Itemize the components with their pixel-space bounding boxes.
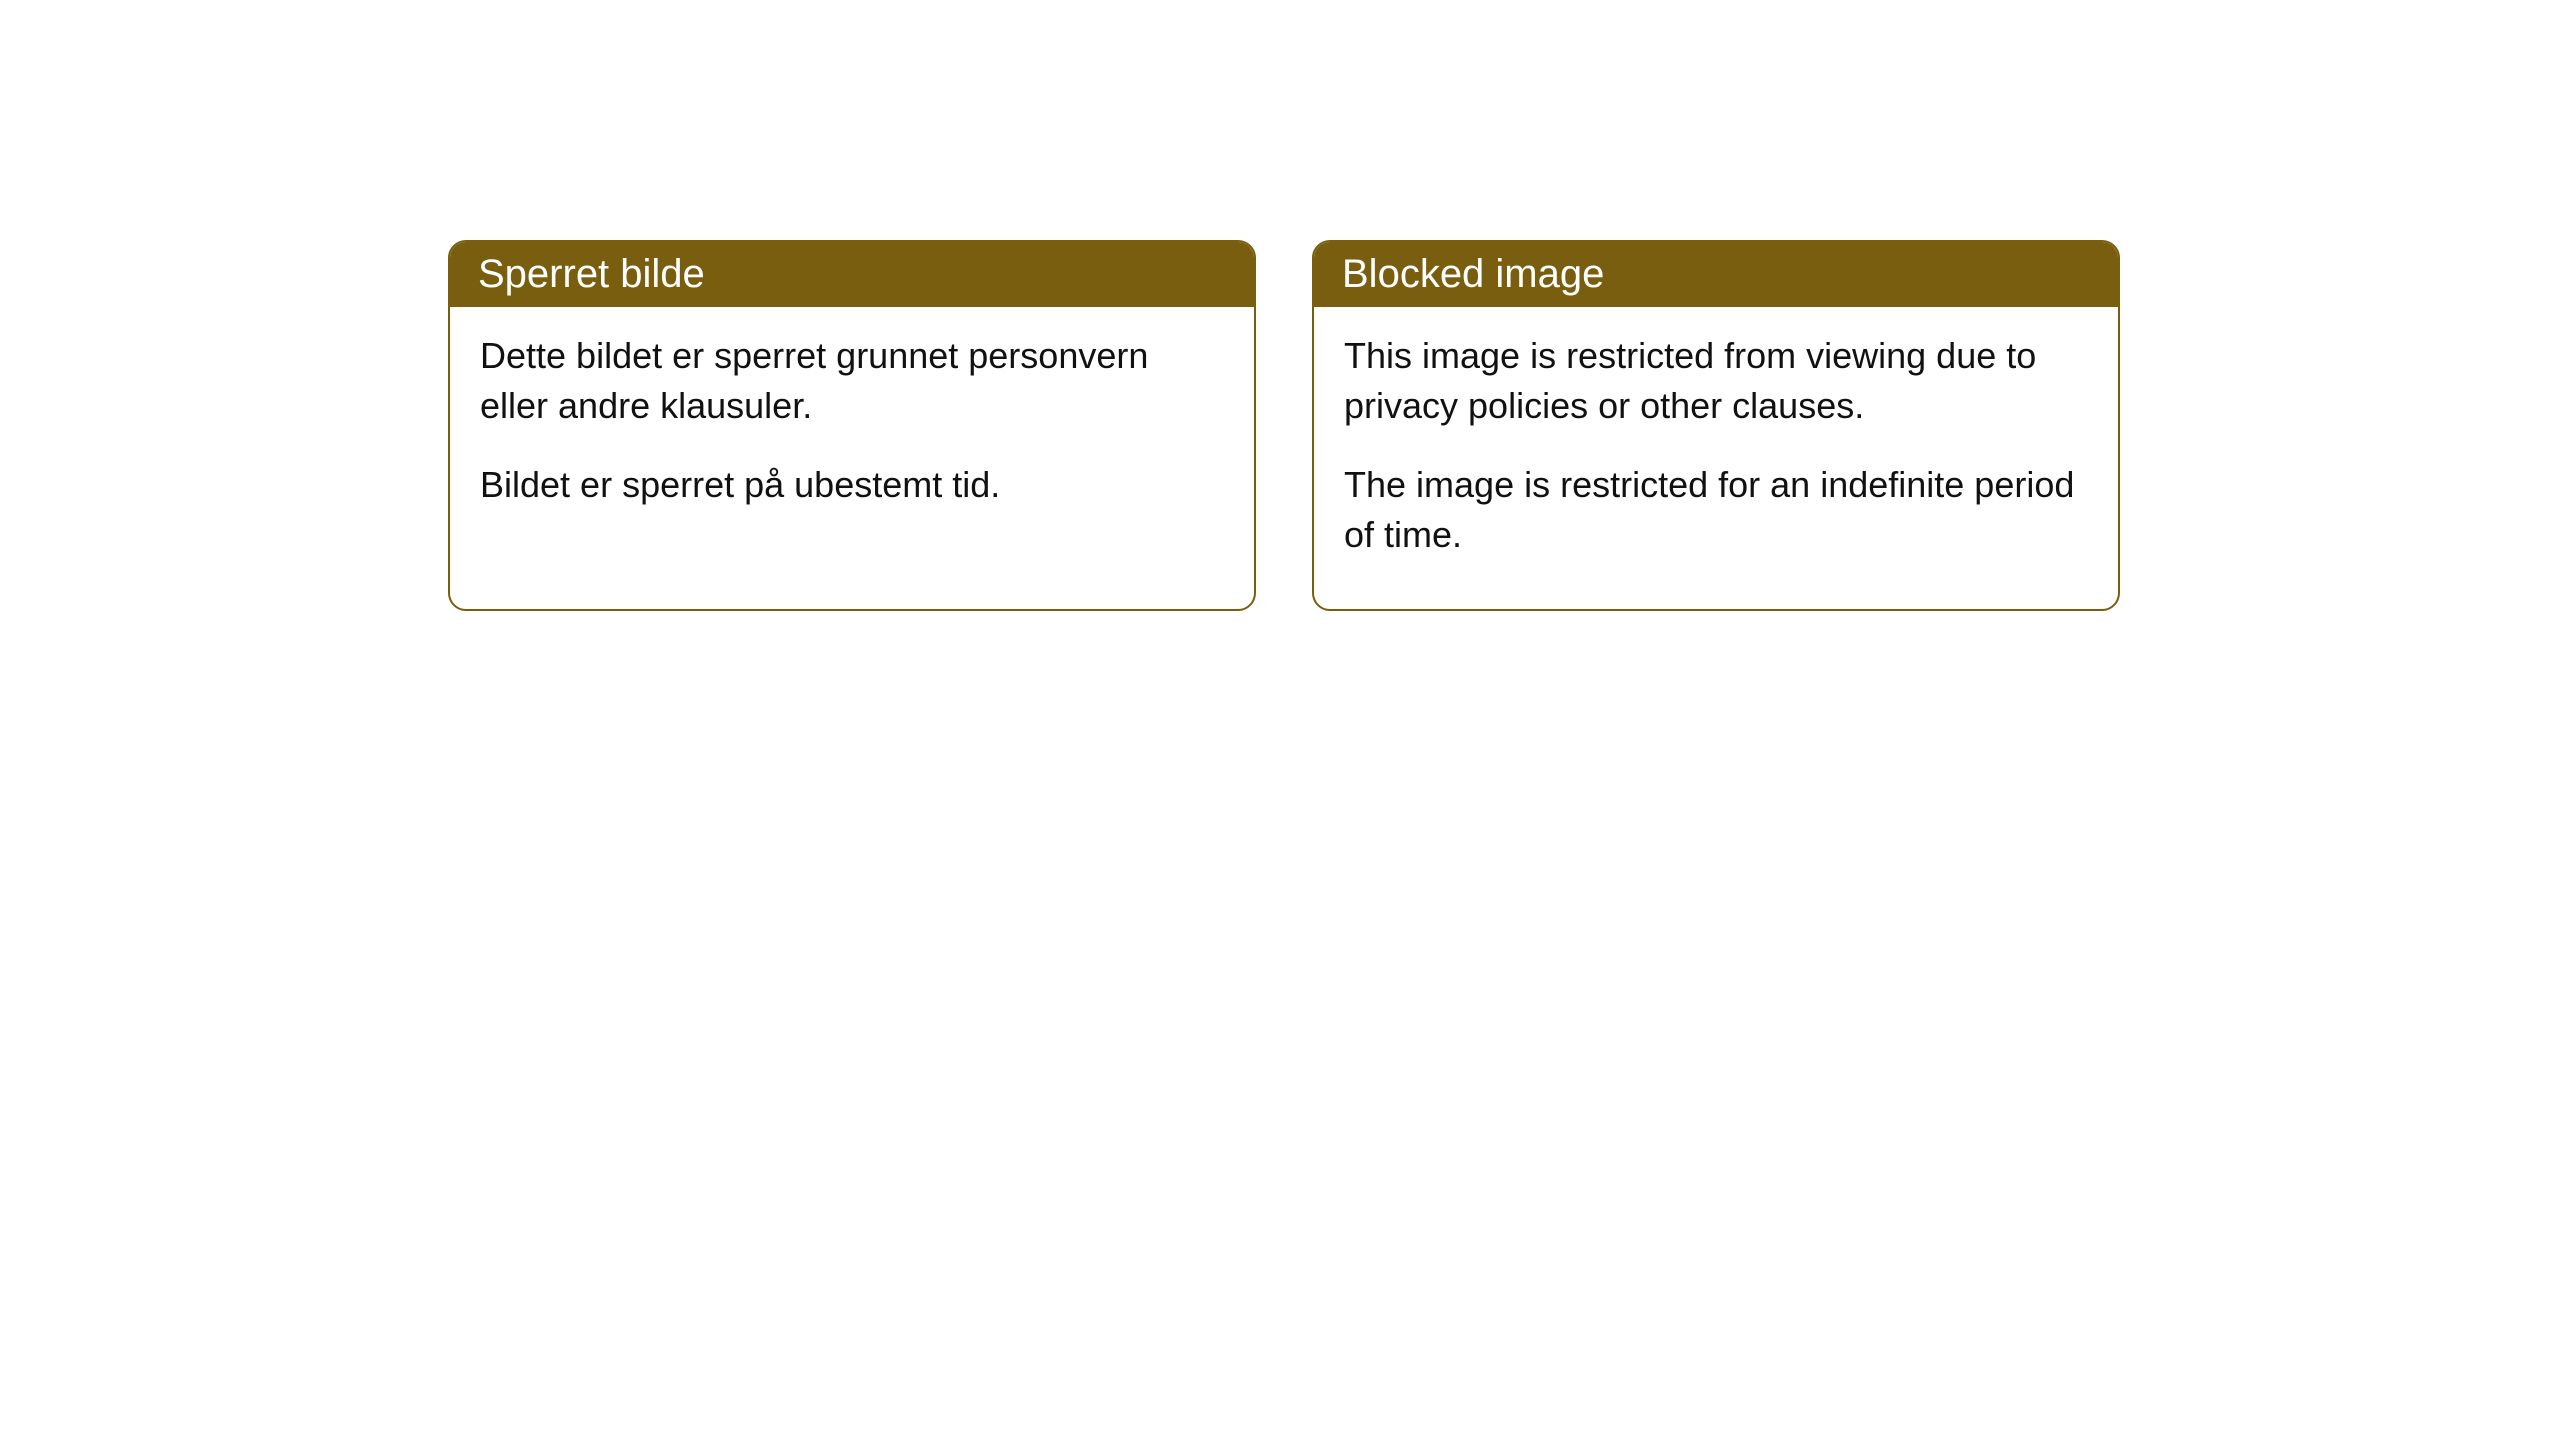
notice-card-norwegian: Sperret bilde Dette bildet er sperret gr…: [448, 240, 1256, 611]
notice-card-english: Blocked image This image is restricted f…: [1312, 240, 2120, 611]
card-header: Blocked image: [1314, 242, 2118, 307]
card-paragraph-1: This image is restricted from viewing du…: [1344, 331, 2088, 432]
card-body: This image is restricted from viewing du…: [1314, 307, 2118, 609]
card-title: Blocked image: [1342, 252, 1604, 296]
card-title: Sperret bilde: [478, 252, 705, 296]
card-header: Sperret bilde: [450, 242, 1254, 307]
card-paragraph-2: Bildet er sperret på ubestemt tid.: [480, 460, 1224, 510]
card-body: Dette bildet er sperret grunnet personve…: [450, 307, 1254, 558]
card-paragraph-1: Dette bildet er sperret grunnet personve…: [480, 331, 1224, 432]
card-paragraph-2: The image is restricted for an indefinit…: [1344, 460, 2088, 561]
notice-cards-container: Sperret bilde Dette bildet er sperret gr…: [448, 240, 2120, 611]
